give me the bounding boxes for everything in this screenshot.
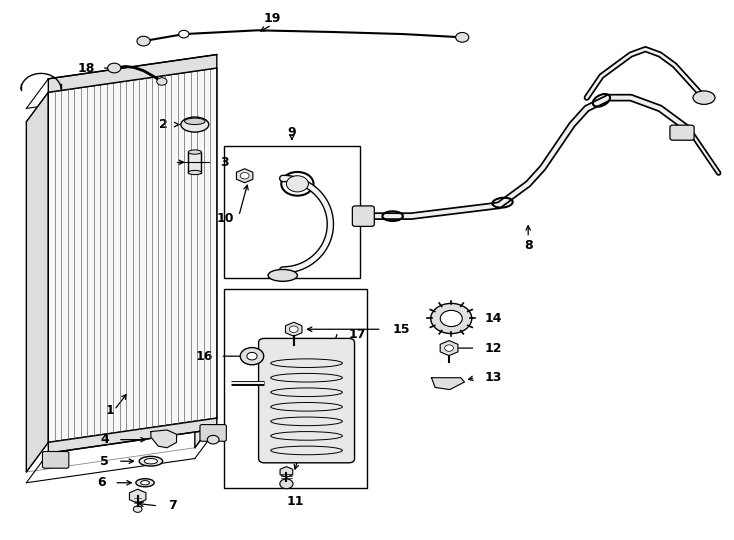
FancyBboxPatch shape [258,339,355,463]
Text: 18: 18 [77,62,95,75]
Circle shape [157,78,167,85]
Polygon shape [195,68,217,448]
Text: 6: 6 [97,476,106,489]
Circle shape [456,32,469,42]
Circle shape [108,63,121,73]
Text: 5: 5 [101,455,109,468]
Text: 9: 9 [288,126,297,139]
FancyBboxPatch shape [200,424,226,441]
Circle shape [207,435,219,444]
Circle shape [431,303,472,334]
Text: 2: 2 [159,118,168,131]
Text: 19: 19 [263,12,280,25]
Bar [188,152,201,172]
Circle shape [445,345,454,352]
Polygon shape [26,92,48,472]
FancyBboxPatch shape [43,451,69,468]
FancyBboxPatch shape [352,206,374,226]
Ellipse shape [268,269,297,281]
Circle shape [137,36,150,46]
FancyBboxPatch shape [670,125,694,140]
Text: 3: 3 [220,156,229,169]
Text: 13: 13 [484,371,501,384]
Text: 8: 8 [524,239,532,252]
Text: 1: 1 [106,403,115,416]
Polygon shape [48,55,217,92]
Circle shape [240,172,249,179]
Ellipse shape [181,117,208,132]
Circle shape [289,326,298,333]
Polygon shape [151,430,176,448]
Text: 14: 14 [484,312,502,325]
Circle shape [280,479,293,489]
Text: 4: 4 [101,433,109,446]
Text: 16: 16 [196,350,213,363]
Text: 7: 7 [168,500,176,512]
Circle shape [134,506,142,512]
Ellipse shape [184,118,205,125]
Circle shape [247,353,257,360]
Polygon shape [48,418,217,453]
Circle shape [286,176,308,192]
Bar [224,146,360,278]
Ellipse shape [188,150,201,154]
Circle shape [178,30,189,38]
Ellipse shape [139,456,163,466]
Text: 17: 17 [349,328,366,341]
Ellipse shape [136,479,154,487]
Ellipse shape [693,91,715,104]
Text: 11: 11 [287,495,305,508]
Bar [224,289,367,488]
Circle shape [240,348,264,365]
Polygon shape [432,377,465,389]
Text: 15: 15 [393,323,410,336]
Text: 10: 10 [217,212,233,225]
Text: 12: 12 [484,342,502,355]
Ellipse shape [145,458,158,464]
Ellipse shape [188,170,201,174]
Ellipse shape [141,481,150,485]
Polygon shape [48,68,217,442]
Circle shape [440,310,462,327]
